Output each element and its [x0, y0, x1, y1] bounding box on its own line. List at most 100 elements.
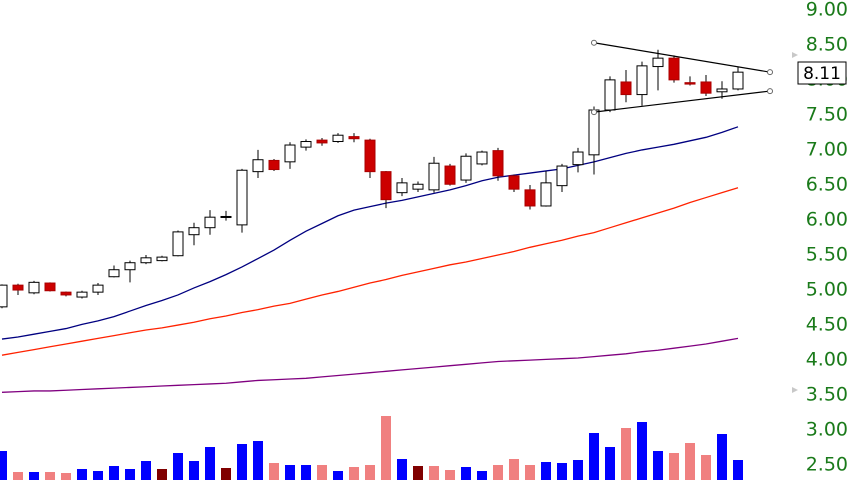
volume-bar: [285, 465, 295, 480]
volume-bar: [429, 466, 439, 480]
candle-body: [268, 159, 280, 171]
candle-body: [364, 139, 376, 173]
volume-bar: [589, 433, 599, 480]
volume-bar: [301, 465, 311, 480]
candle-body: [460, 155, 472, 181]
candle-body: [716, 88, 728, 93]
volume-bar: [477, 471, 487, 480]
volume-bar: [77, 469, 87, 480]
volume-bar: [621, 428, 631, 480]
volume-bar: [61, 473, 71, 480]
volume-bar: [125, 469, 135, 480]
last-price: 8.11: [803, 64, 841, 84]
candle-body: [92, 284, 104, 293]
candle-body: [204, 216, 216, 229]
candle-body: [476, 151, 488, 165]
volume-bar: [189, 461, 199, 480]
trendline-handle: [767, 69, 773, 76]
volume-bar: [573, 460, 583, 480]
y-tick-label: 4.50: [806, 314, 848, 336]
candle-body: [332, 134, 344, 143]
candle-body: [76, 291, 88, 298]
candle-body: [316, 139, 328, 144]
candle-body: [588, 109, 600, 156]
trendline-handle: [591, 109, 597, 116]
volume-bar: [221, 468, 231, 480]
moving-average: [1, 126, 739, 340]
y-tick-label: 5.00: [806, 279, 848, 301]
volume-bar: [173, 453, 183, 480]
trendline-handle: [767, 88, 773, 95]
candle-body: [284, 144, 296, 163]
trendline: [593, 42, 771, 73]
candle-body: [28, 281, 40, 294]
candle-body: [412, 183, 424, 190]
volume-bar: [269, 463, 279, 480]
y-tick-label: 3.00: [806, 419, 848, 441]
volume-bar: [45, 472, 55, 480]
volume-bar: [541, 462, 551, 480]
candle-body: [652, 57, 664, 68]
candle-body: [236, 169, 248, 226]
y-tick-label: 7.00: [806, 138, 848, 160]
volume-bar: [557, 463, 567, 480]
volume-bar: [381, 416, 391, 480]
candle-body: [684, 82, 696, 85]
marker: [792, 387, 798, 393]
candle-body: [620, 81, 632, 96]
candle-body: [60, 291, 72, 296]
moving-average: [1, 187, 739, 356]
volume-bar: [109, 466, 119, 480]
volume-bar: [333, 471, 343, 480]
y-tick-label: 6.00: [806, 208, 848, 230]
volume-bar: [253, 441, 263, 480]
candle-body: [700, 81, 712, 94]
volume-bar: [733, 460, 743, 480]
candle-body: [540, 182, 552, 207]
candle-body: [556, 165, 568, 187]
volume-bar: [205, 447, 215, 480]
candle-body: [428, 162, 440, 191]
candle-body: [140, 257, 152, 264]
candle-body: [0, 284, 8, 308]
volume-bar: [413, 466, 423, 480]
volume-bar: [141, 461, 151, 480]
y-tick-label: 6.50: [806, 173, 848, 195]
volume-bar: [29, 472, 39, 480]
volume-bar: [0, 451, 7, 480]
candle-body: [12, 284, 24, 291]
volume-bar: [445, 470, 455, 480]
trendline-handle: [591, 39, 597, 46]
marker: [792, 52, 798, 58]
candle-body: [172, 231, 184, 257]
volume-bar: [157, 469, 167, 480]
volume-bar: [317, 465, 327, 480]
candle-body: [444, 165, 456, 185]
y-tick-label: 7.50: [806, 103, 848, 125]
candle-body: [492, 150, 504, 177]
candle-body: [604, 79, 616, 111]
candle-body: [220, 215, 232, 218]
volume-bar: [605, 447, 615, 480]
candle-body: [396, 182, 408, 194]
candle-body: [380, 171, 392, 201]
moving-average: [1, 337, 739, 393]
volume-bar: [525, 465, 535, 480]
volume-bar: [685, 443, 695, 480]
last-price-box: [797, 61, 847, 85]
trendline: [593, 90, 771, 113]
candle-body: [636, 65, 648, 96]
volume-bar: [493, 465, 503, 480]
candle-body: [44, 282, 56, 292]
volume-bar: [349, 467, 359, 480]
volume-bar: [237, 444, 247, 480]
candle-body: [572, 151, 584, 166]
volume-bar: [701, 455, 711, 480]
candle-body: [108, 269, 120, 278]
volume-bar: [365, 465, 375, 480]
volume-bar: [397, 459, 407, 480]
volume-bar: [669, 453, 679, 480]
volume-bar: [509, 459, 519, 480]
candle-body: [524, 189, 536, 207]
